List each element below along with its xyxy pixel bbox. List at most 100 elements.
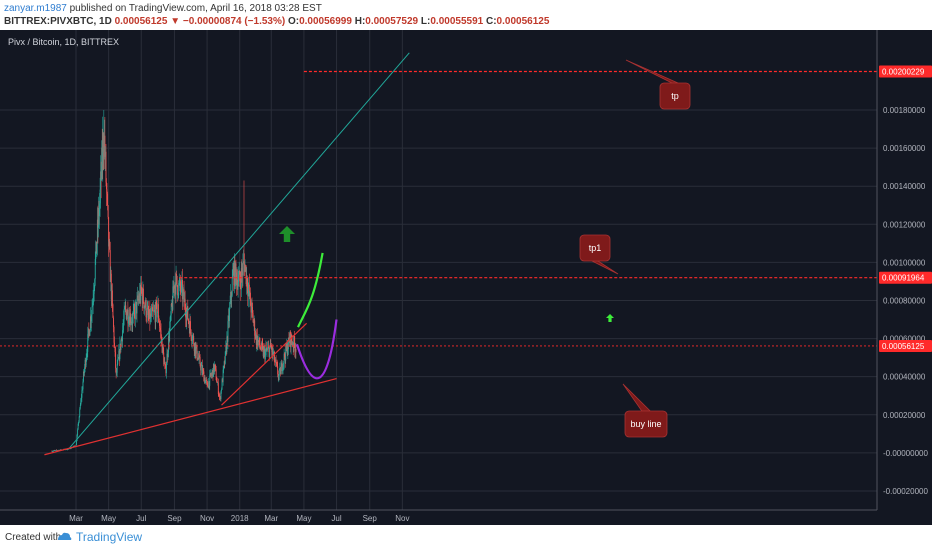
candle-body — [88, 328, 90, 331]
candle-body — [282, 369, 283, 372]
candle-body — [156, 302, 158, 318]
candle-body — [101, 147, 103, 165]
candle-body — [232, 265, 234, 274]
candle-body — [266, 350, 268, 351]
candle-body — [246, 275, 248, 289]
candle-body — [257, 340, 259, 347]
candle-body — [264, 349, 266, 360]
candle-body — [250, 305, 252, 313]
candle-body — [160, 330, 162, 338]
candle-body — [180, 282, 182, 292]
candle-body — [262, 344, 264, 347]
candle-body — [79, 405, 81, 409]
candle-body — [292, 344, 294, 346]
candle-body — [287, 337, 289, 350]
y-tick-label: 0.00180000 — [883, 106, 926, 115]
candle-body — [136, 298, 138, 314]
candle-body — [95, 241, 97, 260]
candle-body — [234, 260, 236, 287]
grid — [0, 30, 877, 510]
candle-body — [99, 189, 101, 204]
candle-body — [125, 309, 127, 320]
candle-body — [280, 366, 282, 375]
candle-body — [103, 147, 105, 152]
candle-body — [220, 390, 222, 400]
author-link[interactable]: zanyar.m1987 — [4, 3, 67, 14]
y-tick-label: 0.00040000 — [883, 373, 926, 382]
x-tick-label: Sep — [167, 514, 182, 523]
candle-body — [167, 352, 169, 357]
chart-legend: Pivx / Bitcoin, 1D, BITTREX — [8, 37, 119, 47]
candle-body — [185, 317, 187, 321]
candle-body — [217, 382, 219, 384]
candle-body — [147, 308, 149, 309]
candle-body — [225, 346, 227, 352]
candle-body — [154, 310, 156, 311]
candle-body — [153, 310, 155, 311]
candle-body — [112, 304, 114, 318]
candle-body — [254, 335, 256, 337]
candle-body — [191, 337, 193, 341]
candle-body — [270, 347, 272, 348]
candle-body — [175, 283, 176, 295]
candle-body — [116, 372, 118, 374]
candle-body — [132, 316, 134, 324]
last-price: 0.00056125 — [114, 16, 168, 27]
green-up-arrow-icon — [279, 226, 295, 242]
candle-body — [91, 314, 92, 322]
candle-body — [113, 327, 115, 343]
rising-trendline — [221, 322, 308, 406]
candle-body — [174, 283, 176, 289]
footer: Created with TradingView — [0, 525, 932, 550]
candle-body — [251, 302, 253, 308]
candle-body — [121, 337, 122, 341]
candle-body — [131, 321, 133, 323]
candle-body — [277, 374, 279, 378]
candle-body — [293, 335, 295, 344]
candle-body — [140, 282, 142, 289]
candle-body — [157, 304, 159, 312]
candle-body — [155, 302, 157, 304]
candle-body — [228, 315, 230, 321]
candle-body — [294, 348, 296, 352]
candle-body — [271, 347, 273, 353]
candle-body — [104, 135, 106, 157]
candle-body — [206, 380, 208, 383]
candle-body — [197, 357, 199, 360]
candle-body — [179, 279, 181, 288]
candle-body — [138, 299, 140, 301]
y-tick-label: 0.00140000 — [883, 182, 926, 191]
candle-body — [180, 287, 182, 292]
candle-body — [229, 307, 230, 321]
candle-body — [271, 347, 273, 353]
candle-body — [122, 325, 124, 331]
candle-body — [114, 342, 115, 347]
candle-body — [195, 346, 197, 354]
candle-body — [88, 330, 90, 336]
candle-body — [136, 301, 137, 314]
candle-body — [206, 380, 207, 381]
candle-body — [170, 315, 172, 318]
candle-body — [274, 361, 276, 363]
candle-body — [256, 335, 258, 347]
x-tick-label: Mar — [69, 514, 83, 523]
candle-body — [154, 310, 156, 323]
y-tick-label: 0.00100000 — [883, 258, 926, 267]
x-tick-label: Mar — [264, 514, 278, 523]
footer-brand[interactable]: TradingView — [76, 530, 143, 544]
candle-body — [56, 450, 58, 451]
chart-header: zanyar.m1987 published on TradingView.co… — [0, 0, 932, 30]
price-chart[interactable]: tp tp1 buy line 0.00180000 0.00160000 0.0014… — [0, 30, 932, 525]
chart-area[interactable]: tp tp1 buy line 0.00180000 0.00160000 0.0014… — [0, 30, 932, 525]
candle-body — [56, 449, 58, 451]
candle-body — [202, 370, 204, 372]
candle-body — [100, 171, 102, 180]
candle-body — [96, 243, 98, 254]
candle-body — [236, 272, 237, 286]
candle-body — [173, 285, 175, 289]
candle-body — [161, 339, 163, 353]
candle-body — [200, 365, 202, 371]
candle-body — [239, 270, 241, 281]
candle-body — [127, 309, 129, 324]
candle-body — [53, 450, 54, 452]
